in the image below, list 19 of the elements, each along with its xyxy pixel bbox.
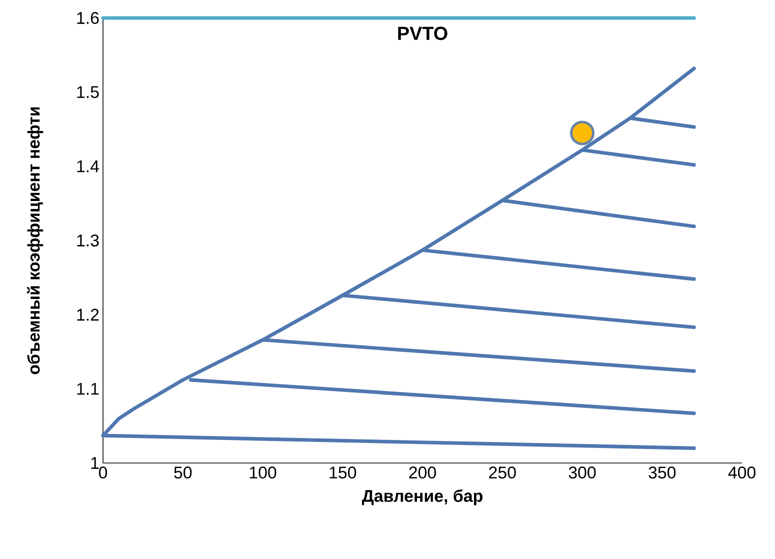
x-tick-label: 0 xyxy=(98,466,108,479)
x-tick-label: 200 xyxy=(409,466,436,479)
y-tick-label: 1.1 xyxy=(77,383,99,395)
y-tick-label: 1 xyxy=(91,457,99,469)
y-axis-title: объемный коэффициент нефти xyxy=(26,107,44,374)
x-tick-label: 400 xyxy=(728,466,756,479)
chart-title: PVTO xyxy=(398,26,448,40)
x-tick-label: 300 xyxy=(568,466,596,479)
x-tick-label: 100 xyxy=(250,466,276,479)
y-tick-label: 1.4 xyxy=(77,160,99,172)
y-tick-label: 1.3 xyxy=(77,234,99,246)
y-tick-label: 1.2 xyxy=(77,308,99,321)
x-tick-label: 250 xyxy=(489,466,516,479)
x-tick-label: 350 xyxy=(648,466,676,479)
x-tick-label: 150 xyxy=(330,466,356,479)
x-tick-label: 50 xyxy=(174,466,192,479)
x-axis-title: Давление, бар xyxy=(362,489,482,506)
y-tick-label: 1.6 xyxy=(77,12,99,24)
y-tick-label: 1.5 xyxy=(77,86,99,98)
